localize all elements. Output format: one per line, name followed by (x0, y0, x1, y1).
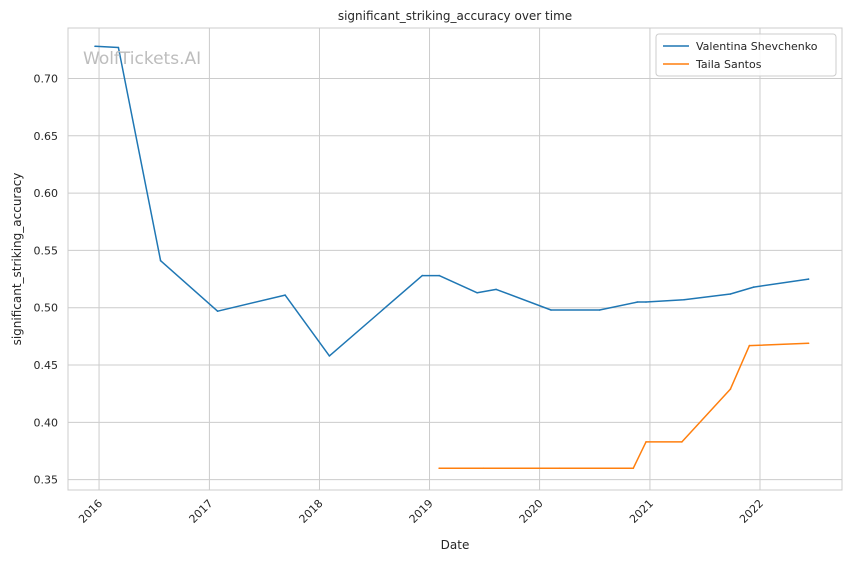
data-point-valentina-shevchenko (94, 45, 96, 48)
data-point-valentina-shevchenko (159, 259, 162, 262)
legend-label-valentina-shevchenko: Valentina Shevchenko (696, 40, 818, 53)
y-tick-label: 0.65 (34, 130, 59, 143)
data-point-valentina-shevchenko (729, 293, 732, 295)
y-axis-title: significant_striking_accuracy (10, 173, 24, 346)
legend-box (655, 33, 837, 77)
data-point-valentina-shevchenko (645, 301, 647, 303)
data-point-valentina-shevchenko (216, 310, 219, 313)
data-point-valentina-shevchenko (495, 288, 498, 291)
legend: Valentina Shevchenko Taila Santos (655, 33, 837, 77)
data-point-valentina-shevchenko (636, 301, 639, 303)
data-point-taila-santos (807, 342, 810, 345)
data-point-valentina-shevchenko (550, 309, 552, 311)
watermark: WolfTickets.AI (83, 49, 201, 69)
data-point-valentina-shevchenko (807, 278, 810, 280)
x-axis-title: Date (441, 538, 470, 552)
data-point-taila-santos (632, 467, 635, 470)
data-point-taila-santos (681, 441, 683, 443)
data-point-taila-santos (558, 467, 561, 470)
y-tick-label: 0.70 (34, 72, 59, 85)
data-point-taila-santos (748, 344, 751, 347)
data-point-valentina-shevchenko (117, 46, 120, 49)
data-point-taila-santos (482, 467, 485, 470)
data-point-valentina-shevchenko (683, 298, 685, 301)
data-point-taila-santos (438, 467, 441, 470)
data-point-valentina-shevchenko (421, 274, 424, 277)
data-point-taila-santos (645, 441, 647, 443)
data-point-valentina-shevchenko (284, 294, 286, 296)
data-point-valentina-shevchenko (438, 274, 441, 277)
data-point-valentina-shevchenko (752, 286, 755, 288)
y-tick-label: 0.60 (34, 187, 59, 200)
data-point-valentina-shevchenko (328, 355, 331, 357)
legend-label-taila-santos: Taila Santos (695, 58, 762, 71)
y-tick-label: 0.55 (34, 244, 59, 257)
series-layer (94, 45, 810, 470)
plot-area-border (67, 27, 843, 491)
data-point-taila-santos (729, 388, 732, 390)
series-line-valentina-shevchenko (94, 45, 810, 357)
y-tick-label: 0.40 (34, 416, 59, 429)
data-point-valentina-shevchenko (476, 292, 479, 294)
chart-title: significant_striking_accuracy over time (338, 9, 572, 23)
y-tick-label: 0.50 (34, 302, 59, 315)
grid (68, 28, 842, 490)
y-tick-label: 0.35 (34, 474, 59, 487)
data-point-valentina-shevchenko (598, 309, 601, 311)
y-tick-label: 0.45 (34, 359, 59, 372)
y-axis-ticks: 0.35 0.40 0.45 0.50 0.55 0.60 0.65 0.70 (34, 72, 59, 486)
